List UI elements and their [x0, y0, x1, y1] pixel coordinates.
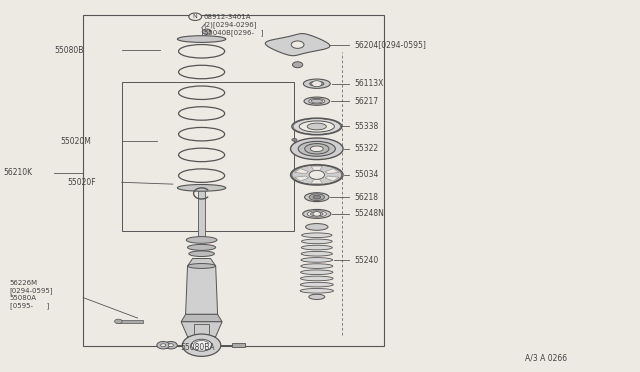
Circle shape: [189, 13, 202, 20]
Text: 55040B[0296-   ]: 55040B[0296- ]: [204, 30, 263, 36]
Ellipse shape: [304, 97, 330, 105]
Text: 55248N: 55248N: [354, 209, 384, 218]
Ellipse shape: [300, 282, 333, 287]
Text: 56210K: 56210K: [3, 169, 33, 177]
Ellipse shape: [305, 193, 329, 202]
Polygon shape: [294, 176, 308, 181]
Ellipse shape: [309, 294, 325, 299]
Text: [0294-0595]: [0294-0595]: [10, 288, 53, 294]
Ellipse shape: [310, 212, 323, 216]
Circle shape: [115, 319, 122, 324]
Circle shape: [309, 170, 324, 179]
Ellipse shape: [303, 79, 330, 88]
Polygon shape: [325, 176, 339, 181]
Polygon shape: [186, 266, 218, 314]
Polygon shape: [294, 169, 308, 174]
Ellipse shape: [179, 65, 225, 79]
Ellipse shape: [179, 169, 225, 182]
Text: 55080B: 55080B: [54, 46, 84, 55]
Circle shape: [157, 341, 170, 349]
Bar: [198, 188, 205, 238]
Circle shape: [313, 212, 321, 216]
Ellipse shape: [301, 239, 332, 244]
Ellipse shape: [301, 245, 332, 250]
Polygon shape: [181, 314, 222, 322]
Polygon shape: [311, 166, 323, 170]
Circle shape: [161, 344, 166, 347]
Ellipse shape: [307, 211, 326, 217]
Circle shape: [168, 344, 173, 347]
Text: 56204[0294-0595]: 56204[0294-0595]: [354, 40, 426, 49]
Text: A/3 A 0266: A/3 A 0266: [525, 353, 567, 362]
Text: 56113X: 56113X: [354, 79, 383, 88]
Ellipse shape: [313, 195, 321, 199]
Circle shape: [182, 334, 221, 356]
Circle shape: [202, 29, 211, 34]
Text: [0595-      ]: [0595- ]: [10, 302, 49, 309]
Bar: [122, 82, 294, 231]
Text: 56217: 56217: [354, 97, 378, 106]
Ellipse shape: [301, 233, 332, 238]
Ellipse shape: [179, 128, 225, 141]
Polygon shape: [266, 33, 330, 56]
Circle shape: [312, 81, 322, 87]
Ellipse shape: [179, 107, 225, 120]
Ellipse shape: [291, 164, 343, 185]
Ellipse shape: [291, 138, 343, 160]
Polygon shape: [311, 179, 323, 183]
Ellipse shape: [177, 185, 226, 191]
Ellipse shape: [310, 146, 323, 152]
Text: 55338: 55338: [354, 122, 378, 131]
Ellipse shape: [179, 148, 225, 162]
Polygon shape: [181, 322, 222, 337]
Ellipse shape: [309, 194, 324, 201]
Text: 55080A: 55080A: [10, 295, 36, 301]
Text: (2)[0294-0296]: (2)[0294-0296]: [204, 22, 257, 28]
Ellipse shape: [177, 36, 226, 42]
Ellipse shape: [303, 209, 331, 218]
Ellipse shape: [179, 45, 225, 58]
Ellipse shape: [188, 263, 216, 269]
Ellipse shape: [189, 251, 214, 257]
Text: 56218: 56218: [354, 193, 378, 202]
Text: N: N: [193, 14, 198, 19]
Text: 55020F: 55020F: [67, 178, 96, 187]
Ellipse shape: [300, 288, 333, 293]
Circle shape: [191, 339, 212, 351]
Text: 08912-3401A: 08912-3401A: [204, 14, 251, 20]
Circle shape: [292, 138, 297, 141]
Text: 55080BA: 55080BA: [180, 343, 215, 352]
Ellipse shape: [301, 251, 333, 256]
Text: 55034: 55034: [354, 170, 378, 179]
Ellipse shape: [292, 118, 342, 135]
Text: 55240: 55240: [354, 256, 378, 265]
Ellipse shape: [307, 123, 326, 130]
Text: 55322: 55322: [354, 144, 378, 153]
Ellipse shape: [300, 121, 335, 132]
Polygon shape: [325, 169, 339, 174]
Ellipse shape: [301, 264, 333, 269]
Ellipse shape: [179, 86, 225, 99]
Ellipse shape: [301, 270, 333, 275]
Polygon shape: [188, 259, 216, 266]
Ellipse shape: [305, 144, 329, 154]
Ellipse shape: [188, 244, 216, 250]
Text: 55020M: 55020M: [61, 137, 92, 146]
Bar: [83, 15, 384, 346]
Ellipse shape: [186, 237, 217, 243]
Bar: [118, 320, 143, 323]
Circle shape: [164, 341, 177, 349]
Ellipse shape: [310, 81, 324, 86]
Circle shape: [292, 62, 303, 68]
Bar: [194, 324, 209, 335]
Ellipse shape: [311, 99, 323, 103]
Text: 56226M: 56226M: [10, 280, 38, 286]
Bar: [232, 343, 245, 347]
Ellipse shape: [301, 257, 333, 262]
Ellipse shape: [301, 276, 333, 281]
Ellipse shape: [298, 141, 335, 156]
Ellipse shape: [309, 98, 325, 104]
Circle shape: [291, 41, 304, 48]
Ellipse shape: [306, 224, 328, 230]
